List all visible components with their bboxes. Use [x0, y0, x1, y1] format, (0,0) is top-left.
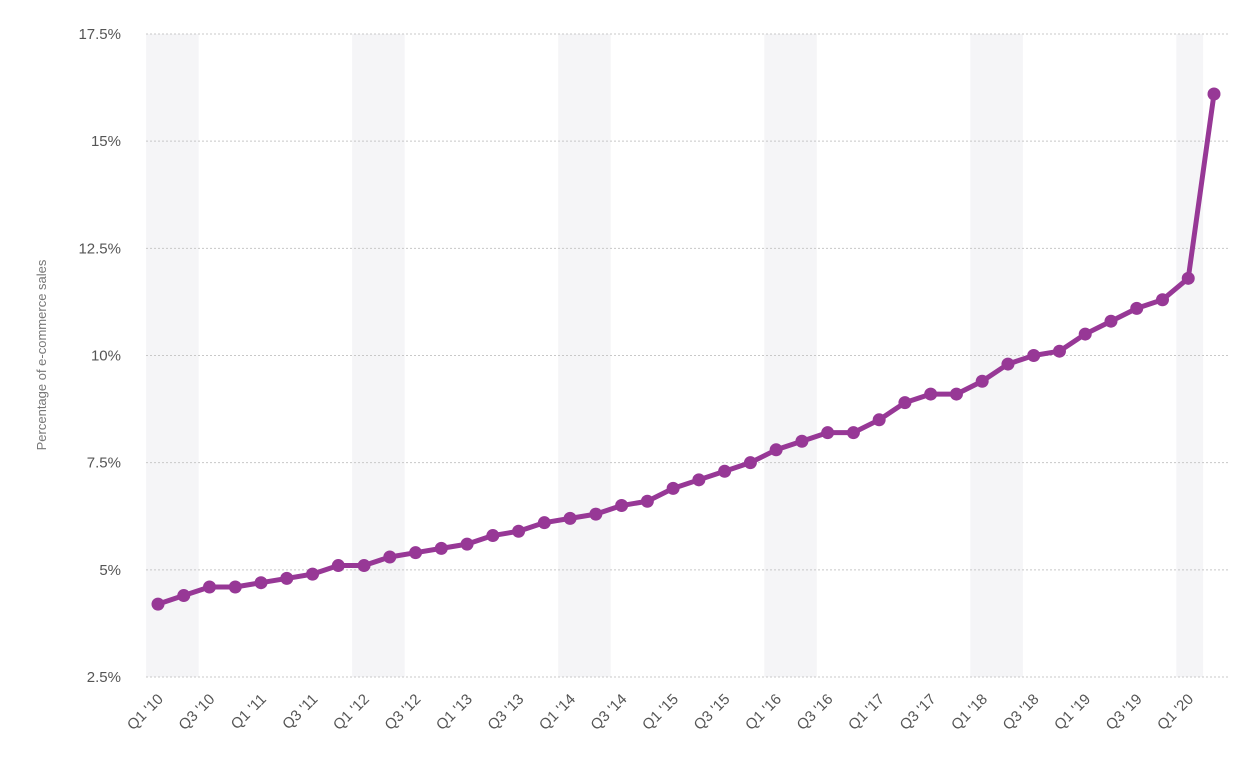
- data-point[interactable]: [460, 537, 474, 551]
- x-tick-label: Q1 '12: [330, 691, 373, 734]
- data-point[interactable]: [151, 597, 165, 611]
- data-point[interactable]: [769, 443, 783, 457]
- y-tick-label: 5%: [99, 562, 121, 579]
- x-tick-label: Q3 '19: [1103, 691, 1146, 734]
- x-tick-label: Q3 '16: [794, 691, 837, 734]
- data-point[interactable]: [537, 516, 551, 530]
- data-point[interactable]: [1052, 344, 1066, 358]
- data-point[interactable]: [331, 559, 345, 573]
- x-tick-label: Q3 '18: [1000, 691, 1043, 734]
- x-tick-label: Q1 '20: [1154, 691, 1197, 734]
- data-point[interactable]: [228, 580, 242, 594]
- data-point[interactable]: [975, 374, 989, 388]
- data-point[interactable]: [692, 473, 706, 487]
- data-point[interactable]: [640, 494, 654, 508]
- y-axis-title: Percentage of e-commerce sales: [34, 259, 49, 450]
- data-point[interactable]: [1104, 314, 1118, 328]
- x-tick-label: Q3 '17: [897, 691, 940, 734]
- y-tick-label: 10%: [91, 348, 121, 365]
- data-point[interactable]: [1001, 357, 1015, 371]
- data-point[interactable]: [486, 529, 500, 543]
- x-tick-label: Q1 '10: [124, 691, 167, 734]
- x-tick-label: Q1 '14: [536, 691, 579, 734]
- series-layer: [151, 87, 1221, 611]
- x-tick-label: Q3 '10: [175, 691, 218, 734]
- x-tick-label: Q3 '15: [691, 691, 734, 734]
- x-tick-label: Q1 '15: [639, 691, 682, 734]
- data-point[interactable]: [795, 434, 809, 448]
- data-point[interactable]: [280, 571, 294, 585]
- x-tick-label: Q1 '11: [228, 691, 270, 733]
- data-point[interactable]: [357, 559, 371, 573]
- x-axis-ticks: Q1 '10 Q3 '10 Q1 '11 Q3 '11 Q1 '12 Q3 '12 Q1 '…: [124, 691, 1197, 734]
- data-point[interactable]: [434, 541, 448, 555]
- x-tick-label: Q1 '17: [845, 691, 888, 734]
- data-point[interactable]: [203, 580, 217, 594]
- data-point[interactable]: [872, 413, 886, 427]
- y-axis-ticks: 2.5% 5% 7.5% 10% 12.5% 15% 17.5%: [78, 26, 121, 686]
- data-point[interactable]: [898, 396, 912, 410]
- y-tick-label: 17.5%: [78, 26, 121, 43]
- data-point[interactable]: [177, 589, 191, 603]
- data-point[interactable]: [821, 426, 835, 440]
- data-point[interactable]: [409, 546, 423, 560]
- data-point[interactable]: [718, 464, 732, 478]
- x-tick-label: Q3 '14: [587, 691, 630, 734]
- x-tick-label: Q3 '11: [279, 691, 321, 733]
- data-point[interactable]: [924, 387, 938, 401]
- x-tick-label: Q3 '13: [484, 691, 527, 734]
- y-tick-label: 12.5%: [78, 240, 121, 257]
- data-point[interactable]: [1155, 293, 1169, 307]
- x-tick-label: Q1 '18: [948, 691, 991, 734]
- data-point[interactable]: [589, 507, 603, 521]
- data-point[interactable]: [512, 524, 526, 538]
- data-point[interactable]: [949, 387, 963, 401]
- x-tick-label: Q3 '12: [381, 691, 424, 734]
- horizontal-gridlines: [146, 33, 1228, 678]
- y-tick-label: 7.5%: [87, 455, 121, 472]
- data-point[interactable]: [563, 511, 577, 525]
- data-point[interactable]: [846, 426, 860, 440]
- data-point[interactable]: [1130, 301, 1144, 315]
- data-point[interactable]: [666, 481, 680, 495]
- data-point[interactable]: [743, 456, 757, 470]
- data-point[interactable]: [1027, 349, 1041, 362]
- y-tick-label: 2.5%: [87, 669, 121, 686]
- data-point[interactable]: [1078, 327, 1092, 341]
- data-point[interactable]: [306, 567, 320, 581]
- x-tick-label: Q1 '16: [742, 691, 785, 734]
- data-point[interactable]: [1181, 271, 1195, 285]
- x-tick-label: Q1 '19: [1051, 691, 1094, 734]
- y-tick-label: 15%: [91, 133, 121, 150]
- data-point[interactable]: [254, 576, 268, 590]
- data-point[interactable]: [383, 550, 397, 564]
- x-tick-label: Q1 '13: [433, 691, 476, 734]
- data-point[interactable]: [1207, 87, 1221, 101]
- data-point[interactable]: [615, 499, 629, 513]
